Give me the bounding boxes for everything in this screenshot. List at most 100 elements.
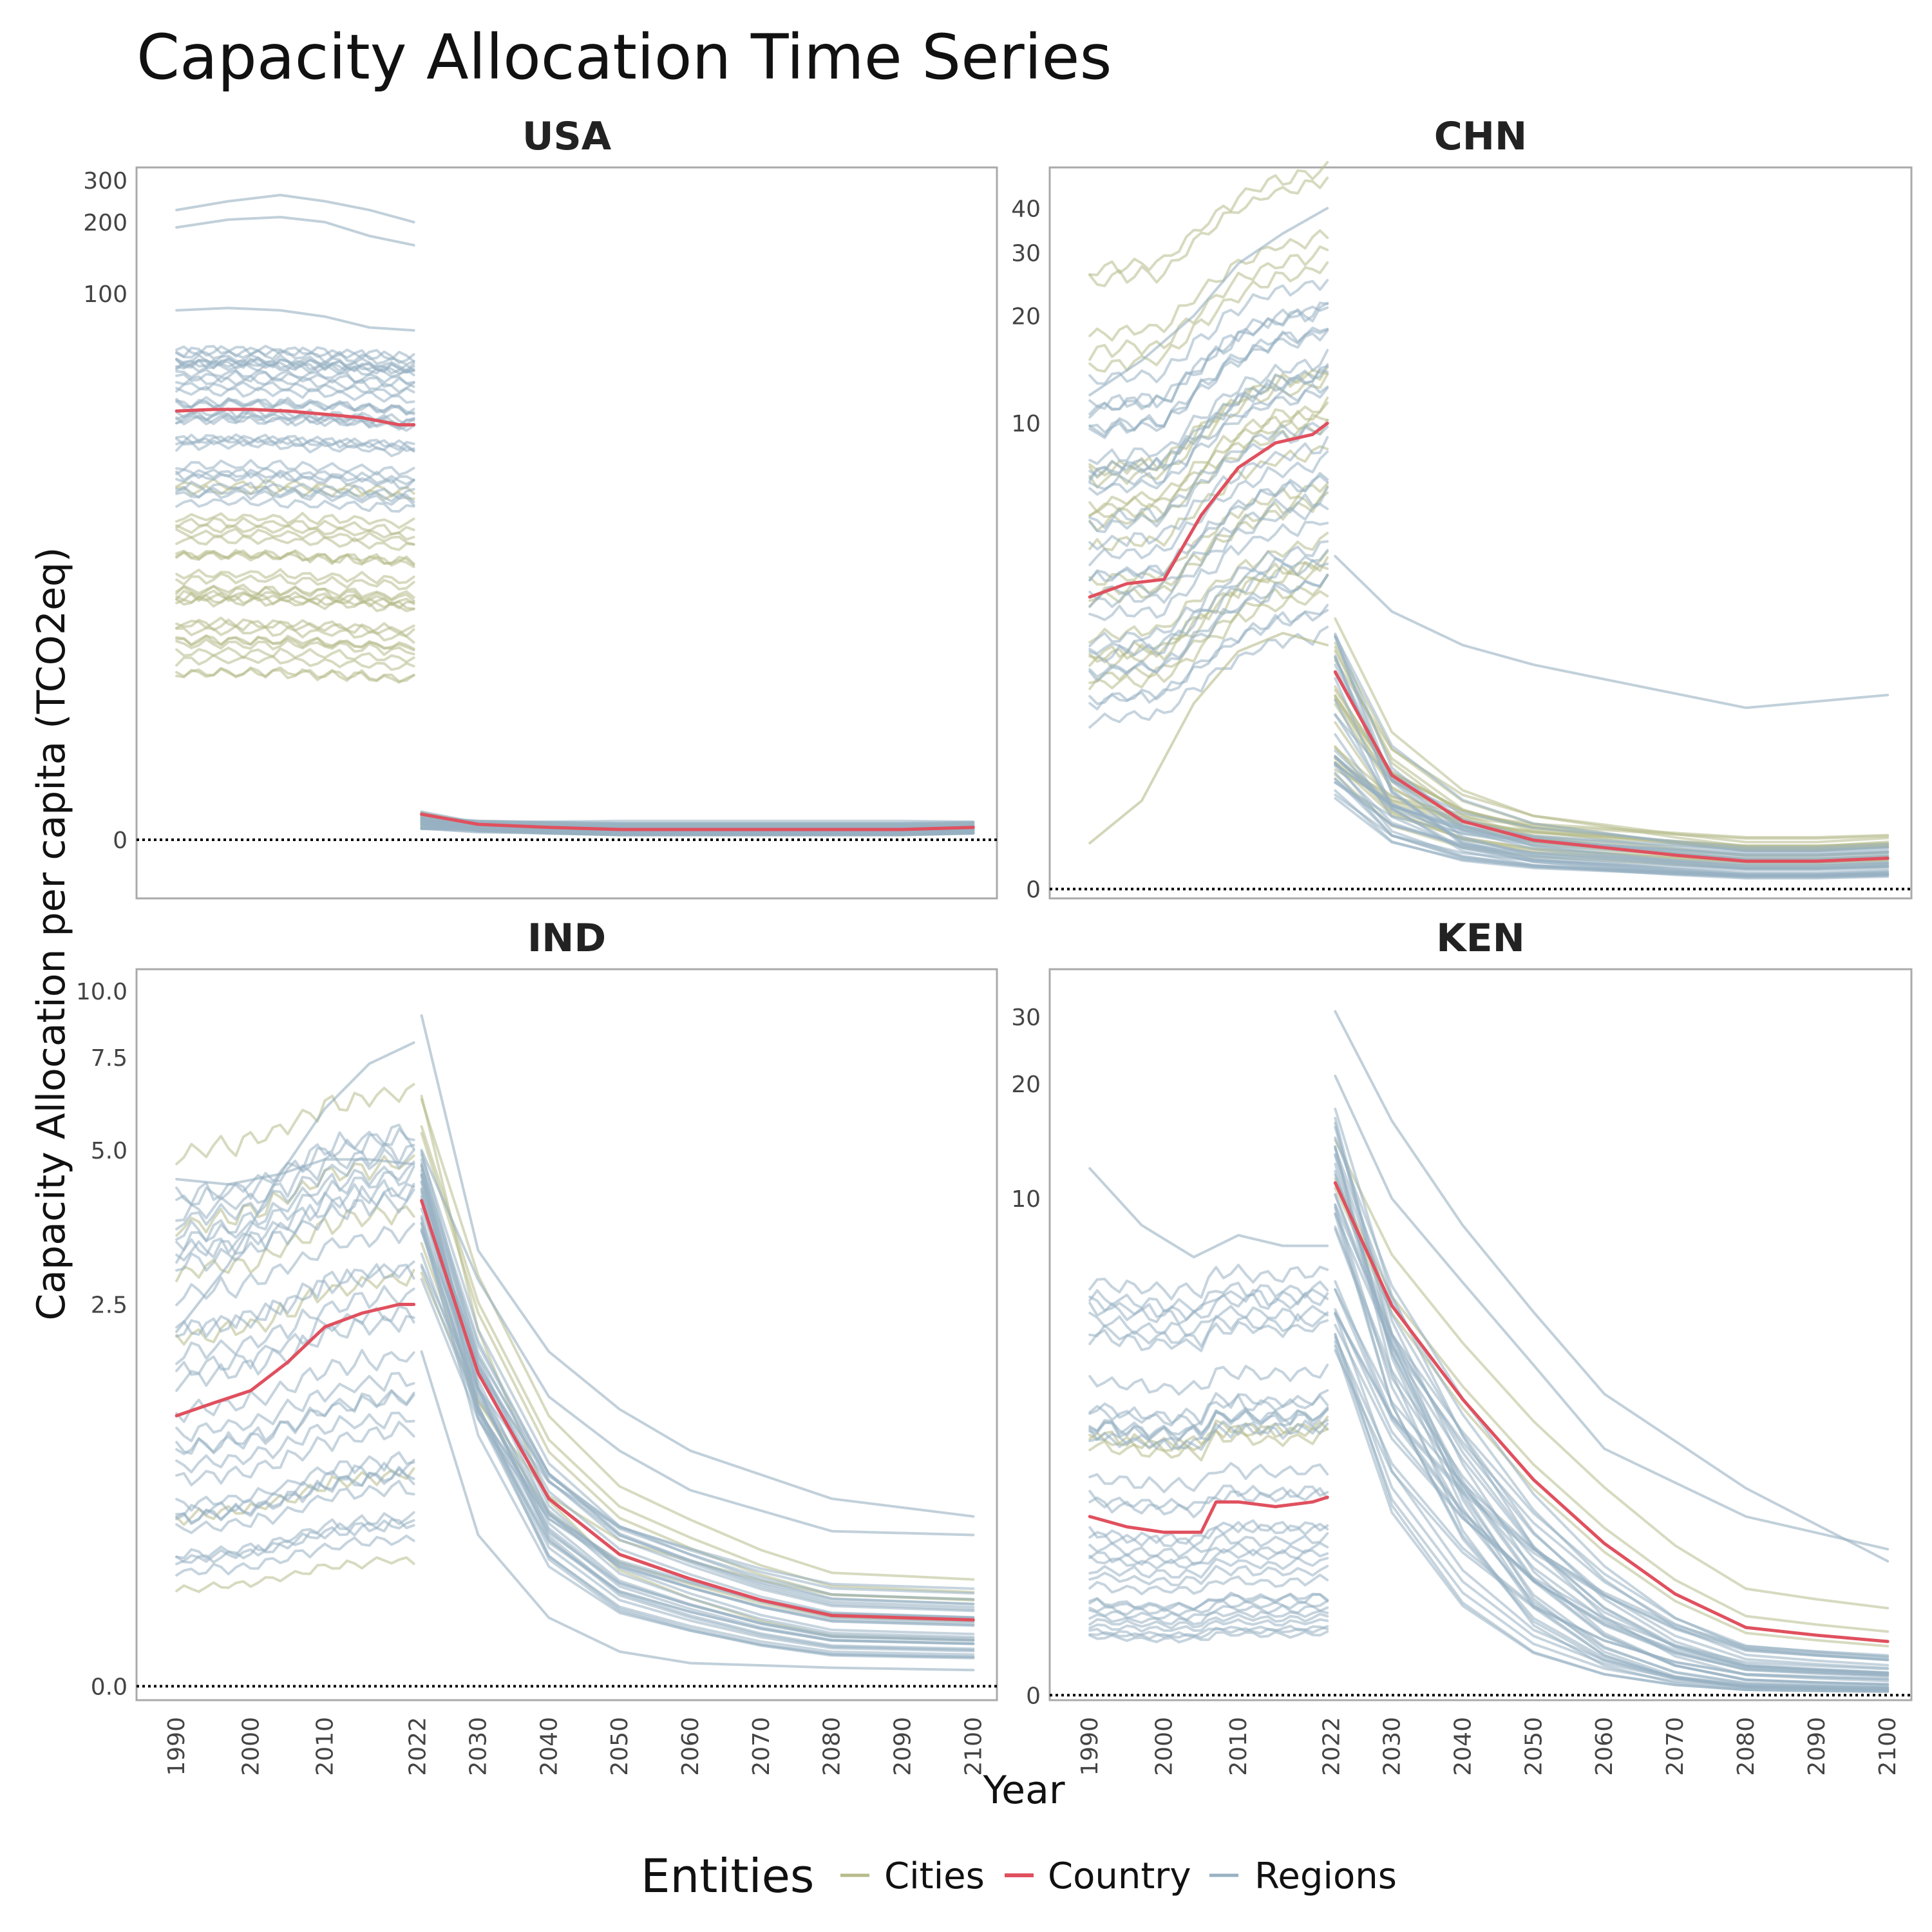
series-line-regions [1088, 1280, 1329, 1313]
series-line-cities [1088, 556, 1329, 663]
series-line-regions [420, 1198, 975, 1656]
series-line-regions [175, 411, 415, 429]
series-line-regions [175, 412, 415, 432]
facet-title-chn: CHN [1434, 114, 1527, 159]
series-line-regions [1334, 635, 1889, 875]
series-line-cities [1334, 1177, 1889, 1633]
series-line-regions [1088, 1462, 1329, 1493]
series-line-regions [175, 193, 415, 223]
series-line-cities [1088, 245, 1329, 361]
series-line-regions [1088, 603, 1329, 711]
series-line-cities [175, 618, 415, 638]
x-tick-label: 2000 [1151, 1717, 1178, 1776]
series-line-regions [175, 345, 415, 365]
series-line-regions [1334, 1349, 1889, 1680]
series-line-cities [175, 667, 415, 684]
x-tick-label: 2100 [1875, 1717, 1901, 1776]
series-line-regions [1334, 1227, 1889, 1678]
series-line-cities [1088, 632, 1329, 845]
series-line-regions [175, 375, 415, 393]
series-line-country [1088, 421, 1329, 599]
series-line-regions [420, 1150, 975, 1636]
series-line-regions [420, 1164, 975, 1652]
series-line-regions [175, 357, 415, 375]
x-tick-label: 2030 [465, 1717, 491, 1776]
series-line-cities [175, 573, 415, 591]
series-line-regions [1088, 1564, 1329, 1587]
x-tick-label: 2070 [748, 1717, 775, 1776]
series-line-regions [1334, 713, 1889, 871]
series-line-cities [420, 1125, 975, 1594]
series-line-cities [175, 1556, 415, 1593]
series-line-regions [175, 385, 415, 404]
y-tick-label: 20 [1011, 303, 1041, 330]
x-tick-label: 2070 [1662, 1717, 1689, 1776]
x-axis-title: Year [982, 1768, 1065, 1813]
series-line-cities [1088, 413, 1329, 518]
series-line-country [420, 1198, 975, 1622]
facet-panels: USA0100200300CHN010203040IND0.02.55.07.5… [76, 114, 1913, 1776]
series-line-regions [1088, 1394, 1329, 1428]
series-line-cities [175, 1083, 415, 1166]
series-line-country [175, 408, 416, 427]
y-tick-label: 0 [1026, 877, 1041, 904]
series-line-regions [1088, 207, 1329, 397]
series-line-regions [175, 358, 415, 375]
series-line-cities [1088, 160, 1329, 276]
x-tick-label: 2010 [312, 1717, 338, 1776]
series-line-regions [1088, 520, 1329, 621]
series-line-cities [1088, 176, 1329, 287]
series-line-regions [175, 496, 415, 513]
series-line-cities [175, 511, 415, 529]
series-line-regions [175, 1421, 415, 1486]
series-line-cities [175, 535, 415, 551]
series-line-regions [175, 1390, 415, 1455]
series-line-cities [175, 638, 415, 656]
series-line-regions [420, 1263, 975, 1590]
series-line-regions [175, 1123, 415, 1206]
chart-title: Capacity Allocation Time Series [137, 21, 1112, 93]
y-tick-label: 100 [83, 281, 128, 308]
series-line-regions [175, 459, 415, 477]
series-line-regions [1334, 1162, 1889, 1686]
series-line-cities [420, 1098, 975, 1581]
series-line-regions [1088, 1487, 1329, 1519]
series-line-regions [1088, 348, 1329, 466]
series-line-regions [1088, 279, 1329, 385]
series-line-cities [175, 1269, 415, 1346]
series-line-regions [1334, 554, 1889, 710]
series-line-regions [175, 1182, 415, 1262]
series-line-regions [420, 1208, 975, 1605]
series-line-cities [175, 551, 415, 569]
panel-border [135, 166, 998, 900]
facet-title-usa: USA [522, 114, 612, 159]
series-line-cities [175, 595, 415, 612]
series-line-country [175, 1303, 416, 1417]
series-line-regions [175, 1165, 415, 1251]
series-line-regions [1334, 1288, 1889, 1676]
series-line-regions [1088, 540, 1329, 647]
facet-panel-chn: CHN 0 10 20 30 40 [1011, 114, 1913, 904]
series-line-regions [1088, 1624, 1329, 1638]
x-tick-label: 2010 [1226, 1717, 1252, 1776]
series-line-regions [175, 468, 415, 486]
series-line-regions [1088, 1319, 1329, 1352]
x-tick-label: 2050 [1520, 1717, 1547, 1776]
x-tick-label: 2040 [1450, 1717, 1476, 1776]
series-line-regions [1334, 1010, 1889, 1563]
series-line-regions [1334, 762, 1889, 853]
series-line-cities [420, 1132, 975, 1602]
series-line-regions [175, 397, 415, 415]
series-line-regions [420, 1222, 975, 1640]
y-tick-label: 10 [1011, 1186, 1041, 1213]
series-line-regions [1334, 1193, 1889, 1670]
x-tick-label: 2022 [405, 1717, 431, 1776]
x-tick-label: 2090 [889, 1717, 916, 1776]
legend-title: Entities [641, 1849, 814, 1903]
series-line-regions [1334, 1107, 1889, 1683]
series-line-regions [175, 1041, 415, 1333]
y-tick-label: 7.5 [91, 1045, 128, 1072]
series-line-regions [1088, 1363, 1329, 1396]
series-line-regions [175, 1158, 415, 1186]
